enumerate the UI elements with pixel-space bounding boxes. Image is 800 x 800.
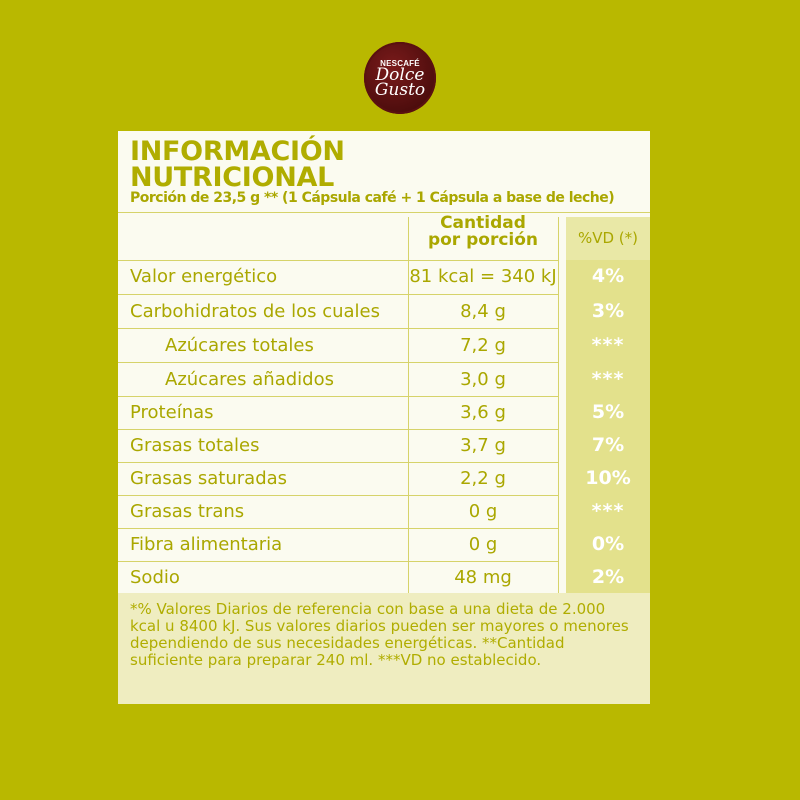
daily-value-column [566, 260, 650, 593]
title-line-2: NUTRICIONAL [130, 162, 334, 193]
row-divider [118, 396, 558, 397]
nutrient-daily-value: *** [591, 500, 625, 522]
table-row: Grasas saturadas 2,2 g 10% [118, 462, 650, 495]
column-divider [558, 217, 559, 593]
logo-line-2: Dolce [375, 64, 425, 85]
footnote-text: *% Valores Diarios de referencia con bas… [130, 600, 629, 669]
nutrient-quantity: 3,7 g [460, 435, 506, 456]
row-divider [118, 528, 558, 529]
nutrient-label: Grasas totales [130, 435, 260, 456]
nutrition-facts-panel: INFORMACIÓN NUTRICIONAL Porción de 23,5 … [118, 131, 650, 704]
nutrient-label: Fibra alimentaria [130, 534, 283, 555]
nutrient-quantity: 3,0 g [460, 369, 506, 390]
column-divider [408, 217, 409, 593]
table-row: Azúcares añadidos 3,0 g *** [118, 363, 650, 396]
row-divider [118, 362, 558, 363]
portion-size: Porción de 23,5 g ** (1 Cápsula café + 1… [130, 190, 615, 206]
nutrient-daily-value: 3% [591, 300, 625, 322]
row-divider [118, 328, 558, 329]
column-header-quantity-line-2: por porción [427, 230, 539, 250]
row-divider [118, 429, 558, 430]
nutrient-label: Azúcares totales [165, 335, 314, 356]
nutrient-quantity: 0 g [468, 534, 498, 555]
table-row: Sodio 48 mg 2% [118, 561, 650, 594]
row-divider [118, 294, 558, 295]
table-row: Proteínas 3,6 g 5% [118, 396, 650, 429]
row-divider [118, 260, 558, 261]
nutrient-daily-value: *** [591, 368, 625, 390]
nutrient-label: Sodio [130, 567, 180, 588]
column-header-quantity-line-1: Cantidad [440, 213, 526, 233]
nutrient-label: Grasas saturadas [130, 468, 288, 489]
header-divider [118, 212, 650, 213]
column-header-daily-value: %VD (*) [566, 217, 650, 260]
nutrient-daily-value: 4% [591, 265, 625, 287]
logo-line-1: NESCAFÉ [380, 58, 420, 68]
row-divider [118, 561, 558, 562]
table-row: Fibra alimentaria 0 g 0% [118, 528, 650, 561]
nutrient-label: Carbohidratos de los cuales [130, 301, 380, 322]
table-row: Grasas totales 3,7 g 7% [118, 429, 650, 462]
nutrient-label: Azúcares añadidos [165, 369, 334, 390]
nutrient-quantity: 48 mg [454, 567, 512, 588]
logo-line-3: Gusto [374, 79, 426, 100]
nutrient-quantity: 2,2 g [460, 468, 506, 489]
table-row: Azúcares totales 7,2 g *** [118, 329, 650, 362]
title-line-1: INFORMACIÓN [130, 136, 345, 167]
nutrient-daily-value: 5% [591, 401, 625, 423]
table-row: Grasas trans 0 g *** [118, 495, 650, 528]
dolce-gusto-logo: NESCAFÉ Dolce Gusto [364, 42, 436, 114]
nutrient-label: Grasas trans [130, 501, 245, 522]
row-divider [118, 495, 558, 496]
nutrient-daily-value: 2% [591, 566, 625, 588]
table-row: Valor energético 81 kcal = 340 kJ 4% [118, 260, 650, 293]
nutrient-daily-value: 0% [591, 533, 625, 555]
nutrient-quantity: 8,4 g [460, 301, 506, 322]
nutrient-daily-value: *** [591, 334, 625, 356]
row-divider [118, 462, 558, 463]
nutrient-label: Proteínas [130, 402, 214, 423]
nutrient-quantity: 7,2 g [460, 335, 506, 356]
footnote-box: *% Valores Diarios de referencia con bas… [118, 593, 650, 704]
table-row: Carbohidratos de los cuales 8,4 g 3% [118, 295, 650, 328]
panel-title: INFORMACIÓN NUTRICIONAL [130, 136, 345, 193]
nutrient-quantity: 3,6 g [460, 402, 506, 423]
nutrient-daily-value: 10% [585, 467, 631, 489]
nutrient-label: Valor energético [130, 266, 278, 287]
nutrient-quantity: 81 kcal = 340 kJ [409, 266, 557, 287]
column-header-quantity: Cantidad por porción [408, 215, 558, 249]
nutrient-daily-value: 7% [591, 434, 625, 456]
nutrient-quantity: 0 g [468, 501, 498, 522]
